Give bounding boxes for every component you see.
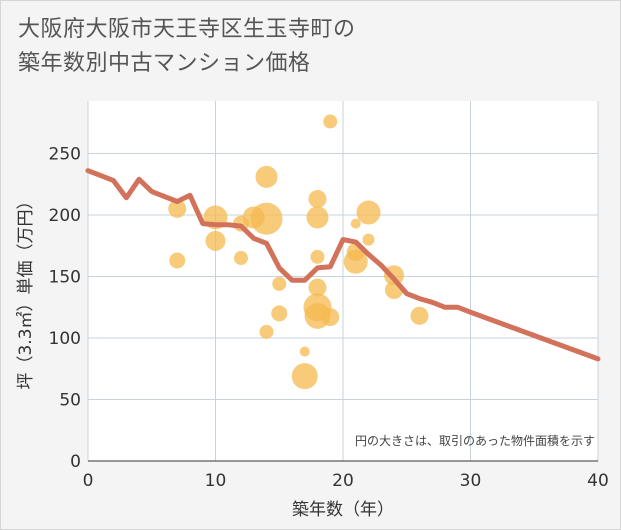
y-tick-label: 200 — [49, 206, 81, 226]
y-axis-label: 坪（3.3㎡）単価（万円） — [16, 192, 36, 389]
data-bubble — [291, 363, 318, 390]
data-bubble — [310, 249, 325, 264]
data-bubble — [323, 114, 338, 129]
x-axis-label: 築年数（年） — [292, 500, 394, 520]
x-tick-label: 40 — [587, 471, 609, 491]
x-tick-label: 30 — [460, 471, 482, 491]
data-bubble — [356, 200, 381, 225]
data-bubble — [308, 190, 327, 209]
y-tick-label: 150 — [49, 268, 81, 288]
data-bubble — [299, 346, 310, 357]
data-bubble — [410, 306, 429, 325]
chart-title-line-1: 大阪府大阪市天王寺区生玉寺町の — [18, 17, 356, 42]
y-tick-label: 0 — [70, 452, 81, 472]
x-axis-ticks: 0 10 20 30 40 — [83, 471, 609, 491]
data-bubble — [343, 249, 368, 274]
y-axis-ticks: 0 50 100 150 200 250 — [49, 145, 81, 473]
data-bubble — [306, 206, 329, 229]
chart-title: 大阪府大阪市天王寺区生玉寺町の 築年数別中古マンション価格 — [18, 13, 356, 81]
grid-lines — [87, 101, 599, 461]
chart-title-line-2: 築年数別中古マンション価格 — [18, 51, 311, 76]
data-bubble — [321, 308, 340, 327]
x-tick-label: 20 — [332, 471, 354, 491]
data-bubble — [255, 165, 278, 188]
size-legend-note: 円の大きさは、取引のあった物件面積を示す — [355, 433, 595, 448]
data-bubble — [308, 278, 327, 297]
y-tick-label: 50 — [59, 391, 81, 411]
data-bubble — [205, 230, 226, 251]
data-bubble — [271, 305, 288, 322]
bubble-layer — [168, 114, 429, 390]
data-bubble — [362, 233, 375, 246]
data-bubble — [168, 199, 187, 218]
x-tick-label: 0 — [83, 471, 94, 491]
data-bubble — [259, 324, 274, 339]
y-tick-label: 250 — [49, 145, 81, 165]
trend-line — [85, 168, 601, 362]
data-bubble — [169, 252, 186, 269]
data-bubble — [250, 202, 283, 235]
y-tick-label: 100 — [49, 329, 81, 349]
x-tick-label: 10 — [205, 471, 227, 491]
data-bubble — [272, 276, 287, 291]
data-bubble — [350, 218, 361, 229]
data-bubble — [234, 251, 248, 266]
